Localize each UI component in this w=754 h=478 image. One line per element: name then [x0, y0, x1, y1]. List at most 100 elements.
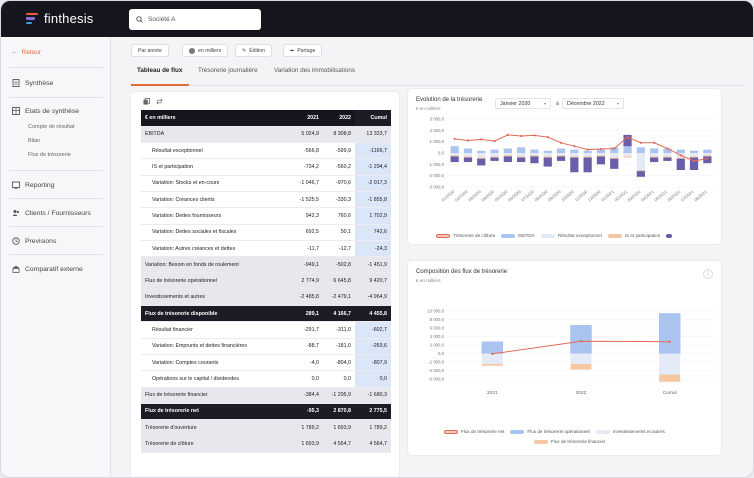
value-cumul: -1 680,3: [355, 387, 391, 404]
sidebar-item-previsions[interactable]: Previsions: [12, 237, 56, 245]
x-tick-label: 01/2020: [440, 189, 455, 203]
edit-label: Édition: [249, 47, 266, 54]
bar-exceptionnel: [463, 153, 473, 157]
value-2022: -330,3: [323, 191, 355, 209]
sidebar: ← Retour Synthèse Etats de synthèse Comp…: [1, 37, 111, 477]
chevron-down-icon: ▾: [616, 101, 619, 106]
bar-other: [636, 171, 645, 177]
back-link[interactable]: ← Retour: [11, 49, 41, 56]
bar-is: [583, 156, 592, 158]
y-tick-label: 0,0: [438, 151, 445, 156]
value-2022: -804,0: [323, 354, 355, 372]
point-tresorerie: [586, 148, 589, 151]
point-tresorerie: [692, 159, 696, 163]
value-2021: 2 774,9: [289, 272, 323, 290]
bar-investissements: [481, 353, 503, 365]
bar-is: [543, 156, 552, 158]
more-options-icon[interactable]: ⋮: [703, 269, 713, 279]
to-month-value: Décembre 2022: [567, 100, 605, 107]
point-tresorerie: [453, 137, 456, 140]
row-label: Variation: Besoin en fonds de roulement: [141, 256, 289, 274]
row-label: Variation: Comptes courants: [141, 354, 289, 372]
value-cumul: -1 451,9: [355, 256, 391, 274]
value-cumul: 13 333,7: [355, 126, 391, 144]
bar-operationnel: [481, 341, 503, 354]
bar-exceptionnel: [556, 153, 566, 156]
value-2022: -560,2: [323, 158, 355, 176]
bar-ebitda: [477, 150, 486, 153]
bar-is: [503, 155, 512, 157]
row-label: Trésorerie d'ouverture: [141, 419, 289, 437]
table-row: Flux de trésorerie net -95,3 2 870,8 2 775,…: [141, 403, 391, 421]
point-tresorerie: [559, 141, 563, 144]
table-row: Variation: Emprunts et dettes financière…: [141, 338, 391, 355]
legend-label: Investissements et autres: [612, 429, 665, 434]
point-tresorerie: [506, 133, 509, 136]
to-month-select[interactable]: Décembre 2022 ▾: [562, 98, 624, 109]
cashflow-table-panel: € en milliers 2021 2022 Cumul EBITDA 5 02…: [131, 92, 399, 477]
by-year-button[interactable]: Par année: [131, 44, 169, 57]
bar-financier: [570, 364, 592, 370]
company-search-input[interactable]: Société A: [129, 9, 261, 30]
sidebar-item-label: Clients / Fournisseurs: [25, 209, 91, 217]
sidebar-subitem-flux[interactable]: Flux de trésorerie: [28, 152, 71, 158]
cashflow-composition-chart-panel: Composition des flux de trésorerie € en …: [408, 261, 721, 455]
sidebar-item-comparatif[interactable]: Comparatif externe: [12, 265, 83, 273]
pencil-icon: ✎: [242, 47, 247, 54]
y-tick-label: -3 000,0: [428, 185, 444, 190]
value-2022: -311,0: [323, 321, 355, 339]
edit-button[interactable]: ✎ Édition: [235, 44, 273, 57]
sidebar-item-label: Etats de synthèse: [25, 107, 80, 115]
table-row: Variation: Besoin en fonds de roulement -…: [141, 256, 391, 274]
value-2021: -384,4: [289, 387, 323, 404]
tab-tresorerie-journaliere[interactable]: Trésorerie journalière: [198, 67, 258, 74]
row-label: Variation: Dettes fournisseurs: [141, 207, 289, 225]
swap-icon[interactable]: [156, 98, 163, 105]
row-label: Résultat financier: [141, 321, 289, 339]
units-label: en milliers: [198, 47, 222, 54]
tab-tableau-de-flux[interactable]: Tableau de flux: [137, 67, 183, 74]
bar-other: [689, 157, 699, 170]
bar-other: [556, 156, 566, 161]
bar-exceptionnel: [477, 153, 486, 158]
sidebar-item-synthese[interactable]: Synthèse: [12, 79, 53, 87]
row-label: Flux de trésorerie opérationnel: [141, 272, 289, 290]
bar-ebitda: [503, 148, 512, 153]
app-name: finthesis: [44, 11, 94, 26]
row-label: Flux de trésorerie net: [141, 403, 289, 421]
value-2021: 289,1: [289, 305, 323, 323]
point-tresorerie: [493, 140, 496, 143]
x-tick-label: 06/2020: [507, 189, 522, 203]
row-label: Flux de trésorerie disponible: [141, 305, 289, 323]
copy-icon[interactable]: [143, 98, 150, 105]
value-cumul: -4 964,9: [355, 289, 391, 307]
legend-label: Flux de trésorerie financier: [551, 439, 606, 444]
bar-ebitda: [583, 150, 592, 153]
bar-exceptionnel: [623, 153, 632, 157]
point-tresorerie: [599, 147, 603, 151]
value-2022: 50,1: [323, 224, 355, 241]
units-toggle[interactable]: en milliers: [182, 44, 229, 57]
from-month-select[interactable]: Janvier 2020 ▾: [495, 98, 551, 109]
row-label: Résultat exceptionnel: [141, 142, 289, 160]
bar-other: [610, 158, 619, 169]
sidebar-item-clients[interactable]: Clients / Fournisseurs: [12, 209, 91, 217]
value-cumul: 4 455,8: [355, 305, 391, 323]
table-row: Résultat financier -291,7 -311,0 -602,7: [141, 321, 391, 339]
share-button[interactable]: ➦ Partage: [283, 44, 323, 57]
bar-ebitda: [556, 148, 566, 153]
x-tick-label: 09/2020: [547, 189, 562, 203]
legend-swatch-exceptionnel: [540, 233, 555, 238]
sidebar-item-etats[interactable]: Etats de synthèse: [12, 107, 79, 115]
header-2022: 2022: [323, 110, 355, 127]
sidebar-item-reporting[interactable]: Reporting: [12, 181, 54, 189]
x-tick-label: 08/2020: [534, 189, 549, 203]
app-logo[interactable]: finthesis: [26, 11, 94, 26]
sidebar-subitem-bilan[interactable]: Bilan: [28, 138, 41, 144]
value-2022: -2 479,1: [323, 289, 355, 307]
tab-variation-immobilisations[interactable]: Variation des immobilisations: [274, 67, 356, 74]
bar-exceptionnel: [583, 153, 592, 157]
table-row: Résultat exceptionnel -566,8 -599,9 -1166,7: [141, 142, 391, 160]
sidebar-subitem-compte-resultat[interactable]: Compte de résultat: [28, 124, 75, 130]
bar-ebitda: [650, 148, 659, 153]
